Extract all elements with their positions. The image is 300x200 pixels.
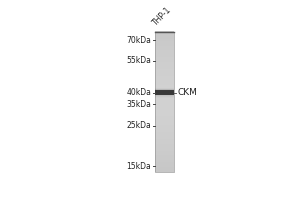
Bar xyxy=(155,169,173,172)
Bar xyxy=(155,113,173,116)
Bar xyxy=(155,96,173,98)
Text: 15kDa: 15kDa xyxy=(127,162,152,171)
Bar xyxy=(155,160,173,162)
Bar xyxy=(155,90,173,95)
Bar xyxy=(155,115,173,118)
Bar xyxy=(155,83,173,85)
Bar xyxy=(155,90,173,92)
Bar xyxy=(155,90,173,92)
Bar xyxy=(155,89,173,91)
Bar xyxy=(155,127,173,130)
Bar xyxy=(155,120,173,123)
Bar xyxy=(155,78,173,81)
Bar xyxy=(155,66,173,69)
Bar xyxy=(155,92,173,95)
Bar xyxy=(155,144,173,146)
Bar xyxy=(155,129,173,132)
Bar xyxy=(155,95,173,97)
Text: 35kDa: 35kDa xyxy=(127,100,152,109)
Bar xyxy=(155,41,173,43)
Bar xyxy=(155,132,173,134)
Bar xyxy=(155,64,173,67)
Bar xyxy=(155,69,173,71)
Bar xyxy=(155,99,173,102)
Bar xyxy=(155,118,173,120)
Bar xyxy=(155,97,173,99)
Bar xyxy=(155,43,173,46)
Bar xyxy=(155,80,173,83)
Bar xyxy=(155,92,173,94)
Bar xyxy=(155,91,173,92)
Bar xyxy=(155,32,173,172)
Bar xyxy=(155,134,173,137)
Bar xyxy=(155,111,173,113)
Bar xyxy=(155,141,173,144)
Text: CKM: CKM xyxy=(177,88,197,97)
Bar xyxy=(155,136,173,139)
Bar xyxy=(155,50,173,53)
Text: 70kDa: 70kDa xyxy=(127,36,152,45)
Bar xyxy=(155,45,173,48)
Bar xyxy=(155,104,173,106)
Text: 40kDa: 40kDa xyxy=(127,88,152,97)
Bar xyxy=(155,59,173,62)
Bar xyxy=(155,153,173,155)
Bar xyxy=(155,155,173,158)
Bar xyxy=(155,38,173,41)
Bar xyxy=(155,167,173,170)
Bar xyxy=(155,94,173,97)
Bar xyxy=(155,108,173,111)
Bar xyxy=(155,34,173,36)
Bar xyxy=(155,165,173,167)
Bar xyxy=(155,151,173,153)
Bar xyxy=(155,76,173,78)
Bar xyxy=(155,48,173,50)
Bar xyxy=(155,95,173,96)
Bar xyxy=(155,36,173,39)
Bar xyxy=(155,71,173,74)
Text: 25kDa: 25kDa xyxy=(127,121,152,130)
Bar xyxy=(155,31,173,34)
Bar xyxy=(155,158,173,160)
Bar xyxy=(155,125,173,127)
Bar xyxy=(155,148,173,151)
Bar xyxy=(155,62,173,64)
Text: THP-1: THP-1 xyxy=(152,6,174,28)
Bar xyxy=(155,85,173,88)
Bar xyxy=(155,92,173,93)
Bar xyxy=(155,122,173,125)
Bar xyxy=(155,52,173,55)
Bar xyxy=(155,101,173,104)
Bar xyxy=(155,162,173,165)
Text: 55kDa: 55kDa xyxy=(127,56,152,65)
Bar xyxy=(155,88,173,89)
Bar xyxy=(155,93,173,95)
Bar xyxy=(155,94,173,95)
Bar xyxy=(155,106,173,109)
Bar xyxy=(155,57,173,60)
Bar xyxy=(155,139,173,141)
Bar xyxy=(155,73,173,76)
Bar xyxy=(155,87,173,90)
Bar xyxy=(155,55,173,57)
Bar xyxy=(155,146,173,148)
Bar xyxy=(155,89,173,90)
